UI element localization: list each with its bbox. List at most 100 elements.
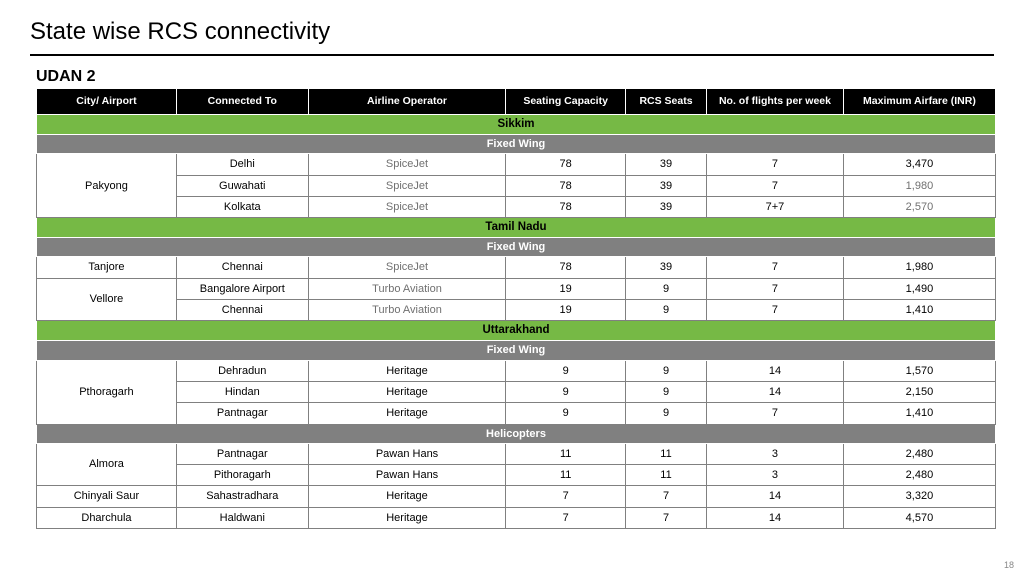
page-number: 18 (1004, 560, 1014, 570)
state-label: Uttarakhand (37, 321, 996, 341)
cell: Pantnagar (176, 403, 308, 424)
cell: 9 (506, 403, 626, 424)
table-header-row: City/ Airport Connected To Airline Opera… (37, 89, 996, 115)
cell: 39 (625, 175, 706, 196)
cell: Pawan Hans (308, 443, 506, 464)
type-label: Fixed Wing (37, 238, 996, 257)
table-row: Vellore Bangalore AirportTurbo Aviation1… (37, 278, 996, 299)
cell: 11 (625, 465, 706, 486)
cell: Bangalore Airport (176, 278, 308, 299)
cell-city: Dharchula (37, 507, 177, 528)
cell: 7 (707, 154, 844, 175)
cell: Kolkata (176, 196, 308, 217)
cell: 9 (625, 381, 706, 402)
cell: 7 (625, 507, 706, 528)
type-label: Helicopters (37, 424, 996, 443)
cell: 9 (625, 278, 706, 299)
cell: 3,470 (843, 154, 995, 175)
cell: 78 (506, 154, 626, 175)
cell: 7 (506, 507, 626, 528)
table-row: Almora PantnagarPawan Hans111132,480 (37, 443, 996, 464)
cell: 78 (506, 175, 626, 196)
cell: Heritage (308, 507, 506, 528)
table-row: PithoragarhPawan Hans111132,480 (37, 465, 996, 486)
cell: 7 (707, 257, 844, 278)
cell: 39 (625, 196, 706, 217)
cell: SpiceJet (308, 154, 506, 175)
col-city: City/ Airport (37, 89, 177, 115)
cell-city: Pthoragarh (37, 360, 177, 424)
cell: 11 (506, 443, 626, 464)
col-flights: No. of flights per week (707, 89, 844, 115)
cell: 2,480 (843, 443, 995, 464)
cell: 7 (506, 486, 626, 507)
cell: 9 (625, 403, 706, 424)
cell: 7 (707, 278, 844, 299)
cell: 1,410 (843, 403, 995, 424)
cell: 9 (625, 300, 706, 321)
cell: 7 (625, 486, 706, 507)
cell-city: Tanjore (37, 257, 177, 278)
cell: Heritage (308, 381, 506, 402)
cell: 78 (506, 257, 626, 278)
cell: 9 (506, 360, 626, 381)
cell: 7 (707, 175, 844, 196)
scheme-title: UDAN 2 (36, 68, 994, 86)
cell: Turbo Aviation (308, 278, 506, 299)
cell: Heritage (308, 360, 506, 381)
cell: SpiceJet (308, 175, 506, 196)
cell: 7 (707, 300, 844, 321)
cell: Pithoragarh (176, 465, 308, 486)
type-label: Fixed Wing (37, 341, 996, 360)
cell: 11 (506, 465, 626, 486)
cell: Guwahati (176, 175, 308, 196)
cell: 9 (506, 381, 626, 402)
cell: 1,570 (843, 360, 995, 381)
col-fare: Maximum Airfare (INR) (843, 89, 995, 115)
cell: 39 (625, 257, 706, 278)
table-row: PantnagarHeritage9971,410 (37, 403, 996, 424)
cell: Sahastradhara (176, 486, 308, 507)
cell: 1,490 (843, 278, 995, 299)
table-row: ChennaiTurbo Aviation19971,410 (37, 300, 996, 321)
cell: Turbo Aviation (308, 300, 506, 321)
cell: 3 (707, 465, 844, 486)
col-seating: Seating Capacity (506, 89, 626, 115)
cell: SpiceJet (308, 257, 506, 278)
type-row: Fixed Wing (37, 238, 996, 257)
state-row-uttarakhand: Uttarakhand (37, 321, 996, 341)
cell: 2,480 (843, 465, 995, 486)
cell: 19 (506, 278, 626, 299)
cell: 1,980 (843, 257, 995, 278)
cell: 4,570 (843, 507, 995, 528)
col-connected: Connected To (176, 89, 308, 115)
cell-city: Almora (37, 443, 177, 486)
cell: 11 (625, 443, 706, 464)
cell: 9 (625, 360, 706, 381)
cell: 39 (625, 154, 706, 175)
table-row: KolkataSpiceJet78397+72,570 (37, 196, 996, 217)
cell: 14 (707, 360, 844, 381)
type-label: Fixed Wing (37, 135, 996, 154)
state-label: Sikkim (37, 115, 996, 135)
cell-city: Chinyali Saur (37, 486, 177, 507)
connectivity-table: City/ Airport Connected To Airline Opera… (36, 88, 996, 529)
type-row: Fixed Wing (37, 341, 996, 360)
state-row-tamilnadu: Tamil Nadu (37, 218, 996, 238)
col-operator: Airline Operator (308, 89, 506, 115)
cell: Haldwani (176, 507, 308, 528)
cell: 3 (707, 443, 844, 464)
type-row: Fixed Wing (37, 135, 996, 154)
page-title: State wise RCS connectivity (30, 18, 994, 56)
table-row: Tanjore ChennaiSpiceJet783971,980 (37, 257, 996, 278)
cell: Heritage (308, 403, 506, 424)
cell: 1,980 (843, 175, 995, 196)
cell: 14 (707, 507, 844, 528)
type-row: Helicopters (37, 424, 996, 443)
cell: 2,570 (843, 196, 995, 217)
cell: 1,410 (843, 300, 995, 321)
cell: 7 (707, 403, 844, 424)
cell: Pawan Hans (308, 465, 506, 486)
cell: Chennai (176, 257, 308, 278)
cell: Hindan (176, 381, 308, 402)
